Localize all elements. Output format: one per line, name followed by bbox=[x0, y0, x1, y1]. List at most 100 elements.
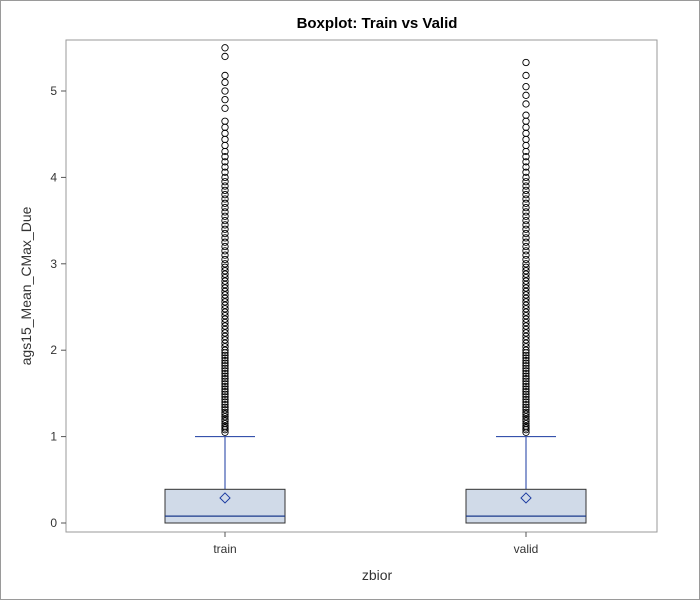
outlier-point bbox=[522, 284, 530, 292]
outlier-point bbox=[522, 318, 530, 327]
outlier-point bbox=[221, 362, 229, 370]
outlier-point bbox=[522, 83, 530, 91]
outlier-point bbox=[221, 173, 229, 182]
y-tick-label: 0 bbox=[50, 516, 57, 530]
outlier-point bbox=[221, 255, 229, 264]
box-iqr bbox=[465, 488, 587, 524]
outlier-point bbox=[221, 158, 229, 166]
outlier-point bbox=[221, 422, 229, 430]
outlier-point bbox=[221, 225, 229, 233]
outlier-point bbox=[522, 255, 530, 264]
outlier-point bbox=[221, 229, 229, 238]
outlier-point bbox=[221, 273, 229, 282]
outlier-point bbox=[221, 382, 229, 391]
outlier-point bbox=[522, 301, 530, 309]
outlier-point bbox=[522, 325, 530, 334]
outlier-point bbox=[221, 123, 229, 131]
outlier-point bbox=[522, 163, 530, 171]
outlier-point bbox=[522, 225, 530, 233]
outlier-point bbox=[221, 390, 229, 398]
outlier-point bbox=[522, 158, 530, 166]
outlier-point bbox=[221, 221, 229, 229]
outlier-point bbox=[221, 267, 229, 275]
outlier-point bbox=[221, 298, 229, 306]
outlier-point bbox=[522, 380, 530, 388]
outlier-point bbox=[522, 212, 530, 220]
outlier-point bbox=[221, 270, 229, 278]
outlier-point bbox=[522, 408, 530, 417]
outlier-point bbox=[221, 182, 229, 190]
mean-marker bbox=[520, 492, 532, 504]
outlier-point bbox=[221, 305, 229, 313]
outlier-point bbox=[221, 168, 229, 176]
outlier-point bbox=[221, 44, 229, 52]
outlier-point bbox=[221, 346, 229, 354]
outlier-point bbox=[522, 247, 530, 255]
x-axis: train valid bbox=[213, 532, 538, 556]
outlier-point bbox=[221, 395, 229, 404]
outlier-point bbox=[522, 191, 530, 199]
outlier-point bbox=[221, 364, 229, 372]
outlier-point bbox=[522, 422, 530, 430]
outlier-point bbox=[522, 298, 530, 306]
outlier-point bbox=[522, 129, 530, 137]
outlier-point bbox=[522, 343, 530, 351]
outlier-point bbox=[522, 229, 530, 238]
outlier-point bbox=[221, 301, 229, 309]
box-valid bbox=[465, 58, 587, 524]
outlier-point bbox=[221, 153, 229, 161]
outlier-point bbox=[522, 377, 530, 385]
outlier-point bbox=[221, 280, 229, 289]
outlier-point bbox=[522, 173, 530, 182]
outlier-point bbox=[221, 291, 229, 299]
outlier-point bbox=[522, 58, 530, 67]
outlier-point bbox=[221, 308, 229, 316]
outlier-point bbox=[522, 367, 530, 375]
outlier-point bbox=[221, 388, 229, 396]
outlier-point bbox=[221, 318, 229, 327]
outlier-point bbox=[522, 336, 530, 344]
outlier-point bbox=[221, 52, 229, 61]
outlier-point bbox=[522, 403, 530, 411]
outlier-point bbox=[221, 277, 229, 285]
outlier-point bbox=[221, 141, 229, 150]
outlier-point bbox=[221, 129, 229, 137]
outlier-point bbox=[221, 372, 229, 380]
outlier-point bbox=[221, 104, 229, 112]
outlier-point bbox=[522, 182, 530, 190]
outlier-point bbox=[522, 238, 530, 246]
outlier-point bbox=[522, 372, 530, 380]
outlier-point bbox=[221, 203, 229, 212]
outlier-point bbox=[221, 311, 229, 320]
y-tick-label: 4 bbox=[50, 170, 57, 184]
outlier-point bbox=[221, 325, 229, 334]
outlier-point bbox=[221, 367, 229, 375]
outlier-point bbox=[522, 251, 530, 259]
outlier-point bbox=[221, 400, 229, 409]
outlier-point bbox=[221, 251, 229, 259]
y-tick-label: 2 bbox=[50, 343, 57, 357]
outlier-point bbox=[522, 388, 530, 396]
outlier-point bbox=[522, 354, 530, 362]
outlier-point bbox=[522, 375, 530, 383]
outlier-point bbox=[221, 413, 229, 421]
plot-area bbox=[65, 39, 658, 533]
outlier-point bbox=[522, 221, 530, 229]
box-train bbox=[164, 44, 286, 524]
outlier-point bbox=[522, 322, 530, 330]
outlier-point bbox=[221, 356, 229, 365]
outlier-point bbox=[221, 294, 229, 303]
outlier-point bbox=[522, 332, 530, 341]
outlier-point bbox=[522, 203, 530, 212]
outlier-point bbox=[522, 178, 530, 186]
outlier-point bbox=[221, 329, 229, 337]
box-iqr bbox=[164, 488, 286, 524]
outlier-point bbox=[522, 263, 530, 271]
y-tick-label: 1 bbox=[50, 430, 57, 444]
outlier-point bbox=[522, 393, 530, 401]
outlier-point bbox=[522, 346, 530, 354]
outlier-point bbox=[221, 336, 229, 344]
outlier-point bbox=[221, 71, 229, 80]
outlier-point bbox=[221, 95, 229, 104]
